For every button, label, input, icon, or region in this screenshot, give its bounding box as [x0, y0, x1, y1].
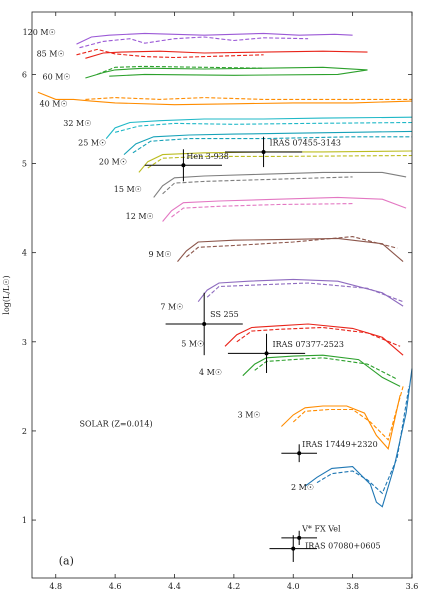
track-solid-8 — [162, 196, 407, 222]
mass-label-9: 9 M☉ — [149, 250, 172, 259]
star-5: V* FX Vel — [281, 525, 341, 546]
star-point-0 — [181, 163, 186, 168]
y-tick-label-4: 5 — [22, 160, 27, 169]
star-2: SS 255 — [165, 292, 243, 356]
mass-label-3: 40 M☉ — [40, 99, 68, 108]
axis-ticks: 4.8 4.6 4.4 4.2 4.0 3.8 3.6 1 2 3 4 5 6 — [22, 12, 418, 591]
track-solid-3 — [37, 91, 413, 106]
star-4: IRAS 17449+2320 — [281, 440, 378, 463]
mass-label-6: 20 M☉ — [99, 157, 127, 166]
track-dashed-8 — [171, 203, 353, 218]
y-tick-label-0: 1 — [22, 516, 27, 525]
star-0: Hen 3-938 — [144, 149, 229, 182]
star-point-6 — [291, 546, 296, 551]
track-dashed-13 — [292, 386, 404, 441]
track-solid-6 — [138, 150, 413, 173]
track-solid-11 — [224, 323, 404, 356]
track-solid-13 — [281, 395, 401, 450]
star-label-5: V* FX Vel — [301, 525, 341, 534]
star-label-6: IRAS 07080+0605 — [305, 542, 381, 551]
y-tick-label-5: 6 — [22, 70, 27, 79]
star-point-1 — [261, 149, 266, 154]
track-dashed-4 — [114, 121, 413, 133]
track-dashed-5 — [132, 136, 412, 154]
mass-label-1: 85 M☉ — [37, 50, 65, 59]
mass-label-11: 5 M☉ — [181, 339, 204, 348]
star-point-5 — [297, 535, 302, 540]
star-1: IRAS 07455-3143 — [224, 136, 342, 168]
star-label-0: Hen 3-938 — [186, 152, 228, 161]
x-tick-label-0: 4.8 — [49, 582, 62, 591]
mass-label-10: 7 M☉ — [160, 303, 183, 312]
track-dashed-12 — [254, 357, 398, 380]
track-solid-7 — [153, 171, 407, 198]
mass-label-0: 120 M☉ — [23, 28, 56, 37]
track-solid-10 — [197, 278, 404, 307]
track-dashed-2 — [97, 65, 264, 75]
track-solid-5 — [123, 130, 413, 156]
track-dashed-11 — [236, 326, 401, 347]
y-tick-label-3: 4 — [22, 249, 27, 258]
mass-label-2: 60 M☉ — [43, 73, 71, 82]
track-solid-0 — [76, 32, 353, 45]
mass-label-8: 12 M☉ — [126, 212, 154, 221]
plot-frame — [31, 11, 413, 579]
star-3: IRAS 07377-2523 — [227, 333, 344, 373]
y-tick-label-2: 3 — [22, 338, 27, 347]
x-tick-label-5: 3.8 — [346, 582, 359, 591]
panel-label: (a) — [59, 555, 74, 568]
track-solid-9 — [177, 237, 404, 263]
track-solid-14 — [304, 368, 413, 508]
track-dashed-10 — [206, 282, 404, 303]
mass-label-4: 32 M☉ — [63, 119, 91, 128]
mass-label-13: 3 M☉ — [238, 411, 261, 420]
mass-label-7: 15 M☉ — [114, 185, 142, 194]
star-6: IRAS 07080+0605 — [269, 535, 381, 562]
track-solid-4 — [105, 116, 413, 139]
track-dashed-7 — [162, 176, 353, 195]
star-label-3: IRAS 07377-2523 — [272, 340, 344, 349]
star-point-2 — [202, 321, 207, 326]
y-axis-label: log(L/L☉) — [2, 275, 11, 314]
x-tick-label-6: 3.6 — [406, 582, 419, 591]
star-label-1: IRAS 07455-3143 — [270, 139, 342, 148]
track-solid-12 — [242, 354, 401, 387]
track-solid-1 — [85, 50, 368, 59]
plot-area: 120 M☉85 M☉60 M☉40 M☉32 M☉25 M☉20 M☉15 M… — [23, 28, 413, 562]
star-point-4 — [297, 451, 302, 456]
x-tick-label-1: 4.6 — [109, 582, 122, 591]
track-dashed-14 — [316, 386, 410, 495]
metallicity-label: SOLAR (Z=0.014) — [80, 419, 153, 428]
y-tick-label-1: 2 — [22, 427, 27, 436]
mass-label-14: 2 M☉ — [291, 483, 314, 492]
star-label-4: IRAS 17449+2320 — [302, 440, 378, 449]
mass-label-5: 25 M☉ — [78, 139, 106, 148]
star-label-2: SS 255 — [210, 310, 239, 319]
x-tick-label-3: 4.2 — [228, 582, 241, 591]
track-dashed-0 — [79, 36, 309, 49]
track-dashed-9 — [186, 236, 398, 258]
star-point-3 — [264, 351, 269, 356]
mass-label-12: 4 M☉ — [199, 368, 222, 377]
x-tick-label-2: 4.4 — [168, 582, 181, 591]
x-tick-label-4: 4.0 — [287, 582, 300, 591]
track-dashed-3 — [85, 97, 412, 100]
track-solid-2 — [85, 66, 368, 79]
track-dashed-1 — [76, 48, 264, 59]
